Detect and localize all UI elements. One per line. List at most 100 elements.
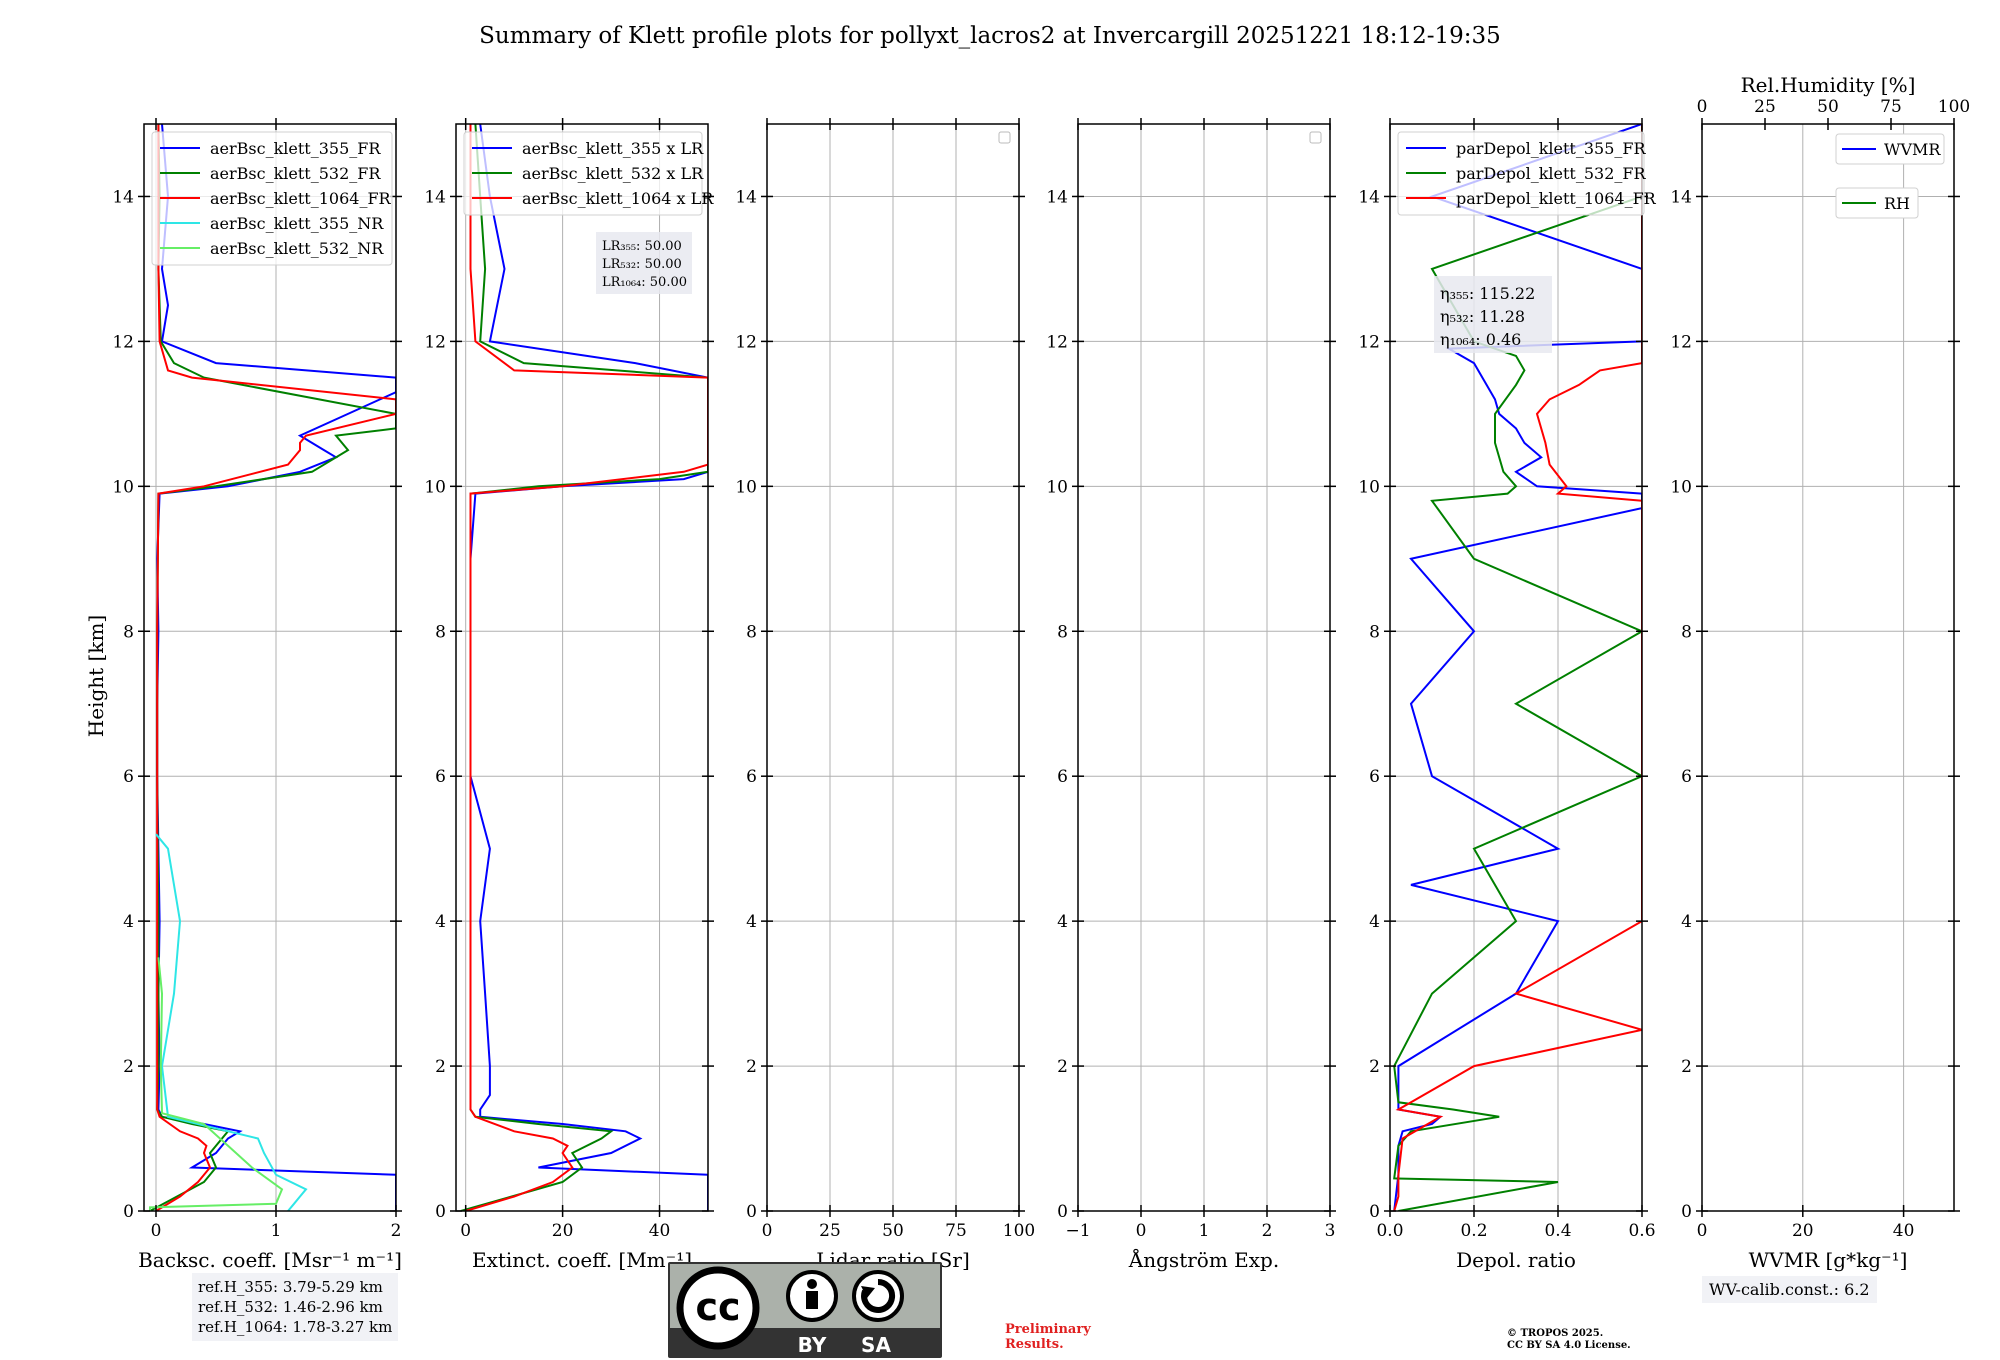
annotation-box: η₃₅₅: 115.22 η₅₃₂: 11.28 η₁₀₆₄: 0.46: [1434, 276, 1552, 353]
annotation-line: η₃₅₅: 115.22: [1440, 284, 1535, 303]
x-axis-label: Ångström Exp.: [1128, 1247, 1279, 1272]
top-x-axis-label: Rel.Humidity [%]: [1741, 73, 1916, 97]
y-tick-label: 10: [1670, 477, 1692, 497]
x-tick-label: 100: [1003, 1221, 1035, 1241]
axes-frame: [455, 123, 709, 1212]
y-tick-label: 2: [123, 1057, 134, 1077]
series-group: [149, 124, 396, 1211]
top-x-tick-label: 0: [1697, 97, 1708, 117]
y-tick-label: 4: [746, 912, 757, 932]
y-tick-label: 6: [123, 767, 134, 787]
legend-entry: aerBsc_klett_532_NR: [210, 239, 384, 258]
y-tick-label: 8: [746, 622, 757, 642]
cc-license-logo: cc BY SA: [668, 1262, 942, 1358]
annotation-line: LR₅₃₂: 50.00: [602, 257, 682, 272]
x-axis-label: WVMR [g*kg⁻¹]: [1749, 1248, 1908, 1272]
x-tick-label: 0: [1136, 1221, 1147, 1241]
legend-entry: aerBsc_klett_355 x LR: [522, 139, 704, 158]
y-tick-label: 4: [435, 912, 446, 932]
copyright-note: © TROPOS 2025. CC BY SA 4.0 License.: [1507, 1328, 1631, 1352]
y-tick-label: 10: [1358, 477, 1380, 497]
x-tick-label: 75: [945, 1221, 967, 1241]
annotation-frame: [596, 232, 692, 294]
y-tick-label: 0: [746, 1202, 757, 1222]
legend-frame: [1835, 187, 1919, 219]
x-tick-label: 0: [460, 1221, 471, 1241]
top-x-tick-label: 75: [1880, 97, 1902, 117]
legend-entry: aerBsc_klett_532_FR: [210, 164, 381, 183]
y-tick-label: 8: [435, 622, 446, 642]
chart-title: Summary of Klett profile plots for polly…: [479, 23, 1501, 49]
y-tick-label: 12: [735, 332, 757, 352]
y-tick-label: 2: [435, 1057, 446, 1077]
y-tick-label: 12: [1670, 332, 1692, 352]
series-line-aerBsc_klett_1064_FR: [155, 124, 396, 1211]
x-tick-label: 1: [271, 1221, 282, 1241]
y-tick-label: 10: [424, 477, 446, 497]
empty-legend-box: [1309, 131, 1322, 144]
series-line-aerBsc_klett_532_FR: [149, 124, 396, 1211]
y-tick-label: 12: [1358, 332, 1380, 352]
x-tick-label: 1: [1199, 1221, 1210, 1241]
y-tick-label: 14: [1358, 187, 1380, 207]
x-tick-label: 3: [1325, 1221, 1336, 1241]
preliminary-line-1: Preliminary: [1005, 1322, 1091, 1337]
x-tick-label: 2: [391, 1221, 402, 1241]
by-text: BY: [798, 1333, 827, 1357]
annotation-frame: [1434, 276, 1552, 353]
y-tick-label: 2: [1057, 1057, 1068, 1077]
legend: aerBsc_klett_355 x LR aerBsc_klett_532 x …: [463, 131, 714, 216]
legend-entry: WVMR: [1884, 140, 1941, 159]
y-tick-label: 8: [1681, 622, 1692, 642]
legend-frame: [151, 131, 393, 266]
y-tick-label: 10: [735, 477, 757, 497]
y-tick-label: 6: [746, 767, 757, 787]
preliminary-line-2: Results.: [1005, 1337, 1064, 1352]
axes-frame: [143, 123, 397, 1212]
ref-height-355: ref.H_355: 3.79-5.29 km: [198, 1278, 383, 1296]
legend: parDepol_klett_355_FR parDepol_klett_532_…: [1397, 131, 1657, 216]
axes-frame: [1389, 123, 1643, 1212]
annotation-box: LR₃₅₅: 50.00 LR₅₃₂: 50.00 LR₁₀₆₄: 50.00: [596, 232, 692, 294]
x-tick-label: 40: [649, 1221, 671, 1241]
legend: aerBsc_klett_355_FR aerBsc_klett_532_FRae…: [151, 131, 393, 266]
x-tick-label: 0: [762, 1221, 773, 1241]
x-tick-label: 0.2: [1460, 1221, 1487, 1241]
y-tick-label: 2: [746, 1057, 757, 1077]
y-tick-label: 10: [112, 477, 134, 497]
top-x-tick-label: 100: [1938, 97, 1970, 117]
empty-legend-box: [998, 131, 1011, 144]
legend-entry: aerBsc_klett_355_FR: [210, 139, 381, 158]
y-tick-label: 0: [435, 1202, 446, 1222]
y-tick-label: 4: [123, 912, 134, 932]
ref-height-1064: ref.H_1064: 1.78-3.27 km: [198, 1318, 393, 1336]
annotation-line: η₅₃₂: 11.28: [1440, 307, 1525, 326]
x-tick-label: 50: [882, 1221, 904, 1241]
y-tick-label: 2: [1681, 1057, 1692, 1077]
legend-frame: [1835, 133, 1945, 165]
x-tick-label: 20: [552, 1221, 574, 1241]
y-tick-label: 12: [112, 332, 134, 352]
cc-text: cc: [695, 1285, 740, 1329]
y-tick-label: 12: [1046, 332, 1068, 352]
legend-entry: aerBsc_klett_1064_FR: [210, 189, 392, 208]
series-group: [460, 124, 708, 1211]
y-tick-label: 10: [1046, 477, 1068, 497]
series-group: [1393, 124, 1642, 1211]
series-line-aerBsc_klett_355_NR: [155, 833, 308, 1211]
x-tick-label: 0.4: [1544, 1221, 1571, 1241]
y-axis-label: Height [km]: [84, 615, 108, 737]
y-tick-label: 4: [1369, 912, 1380, 932]
y-tick-label: 6: [1369, 767, 1380, 787]
preliminary-results-note: Preliminary Results.: [1005, 1322, 1091, 1352]
x-tick-label: 40: [1893, 1221, 1915, 1241]
x-axis-label: Backsc. coeff. [Msr⁻¹ m⁻¹]: [138, 1248, 402, 1272]
ref-height-532: ref.H_532: 1.46-2.96 km: [198, 1298, 383, 1316]
y-tick-label: 0: [1369, 1202, 1380, 1222]
y-tick-label: 2: [1369, 1057, 1380, 1077]
y-tick-label: 8: [123, 622, 134, 642]
annotation-line: LR₁₀₆₄: 50.00: [602, 275, 687, 290]
panel-depol: 0 2 4 6 8 10 12 14 0.0 0.2 0.4 0.6 Depol. ratio parDe…: [1358, 118, 1657, 1272]
